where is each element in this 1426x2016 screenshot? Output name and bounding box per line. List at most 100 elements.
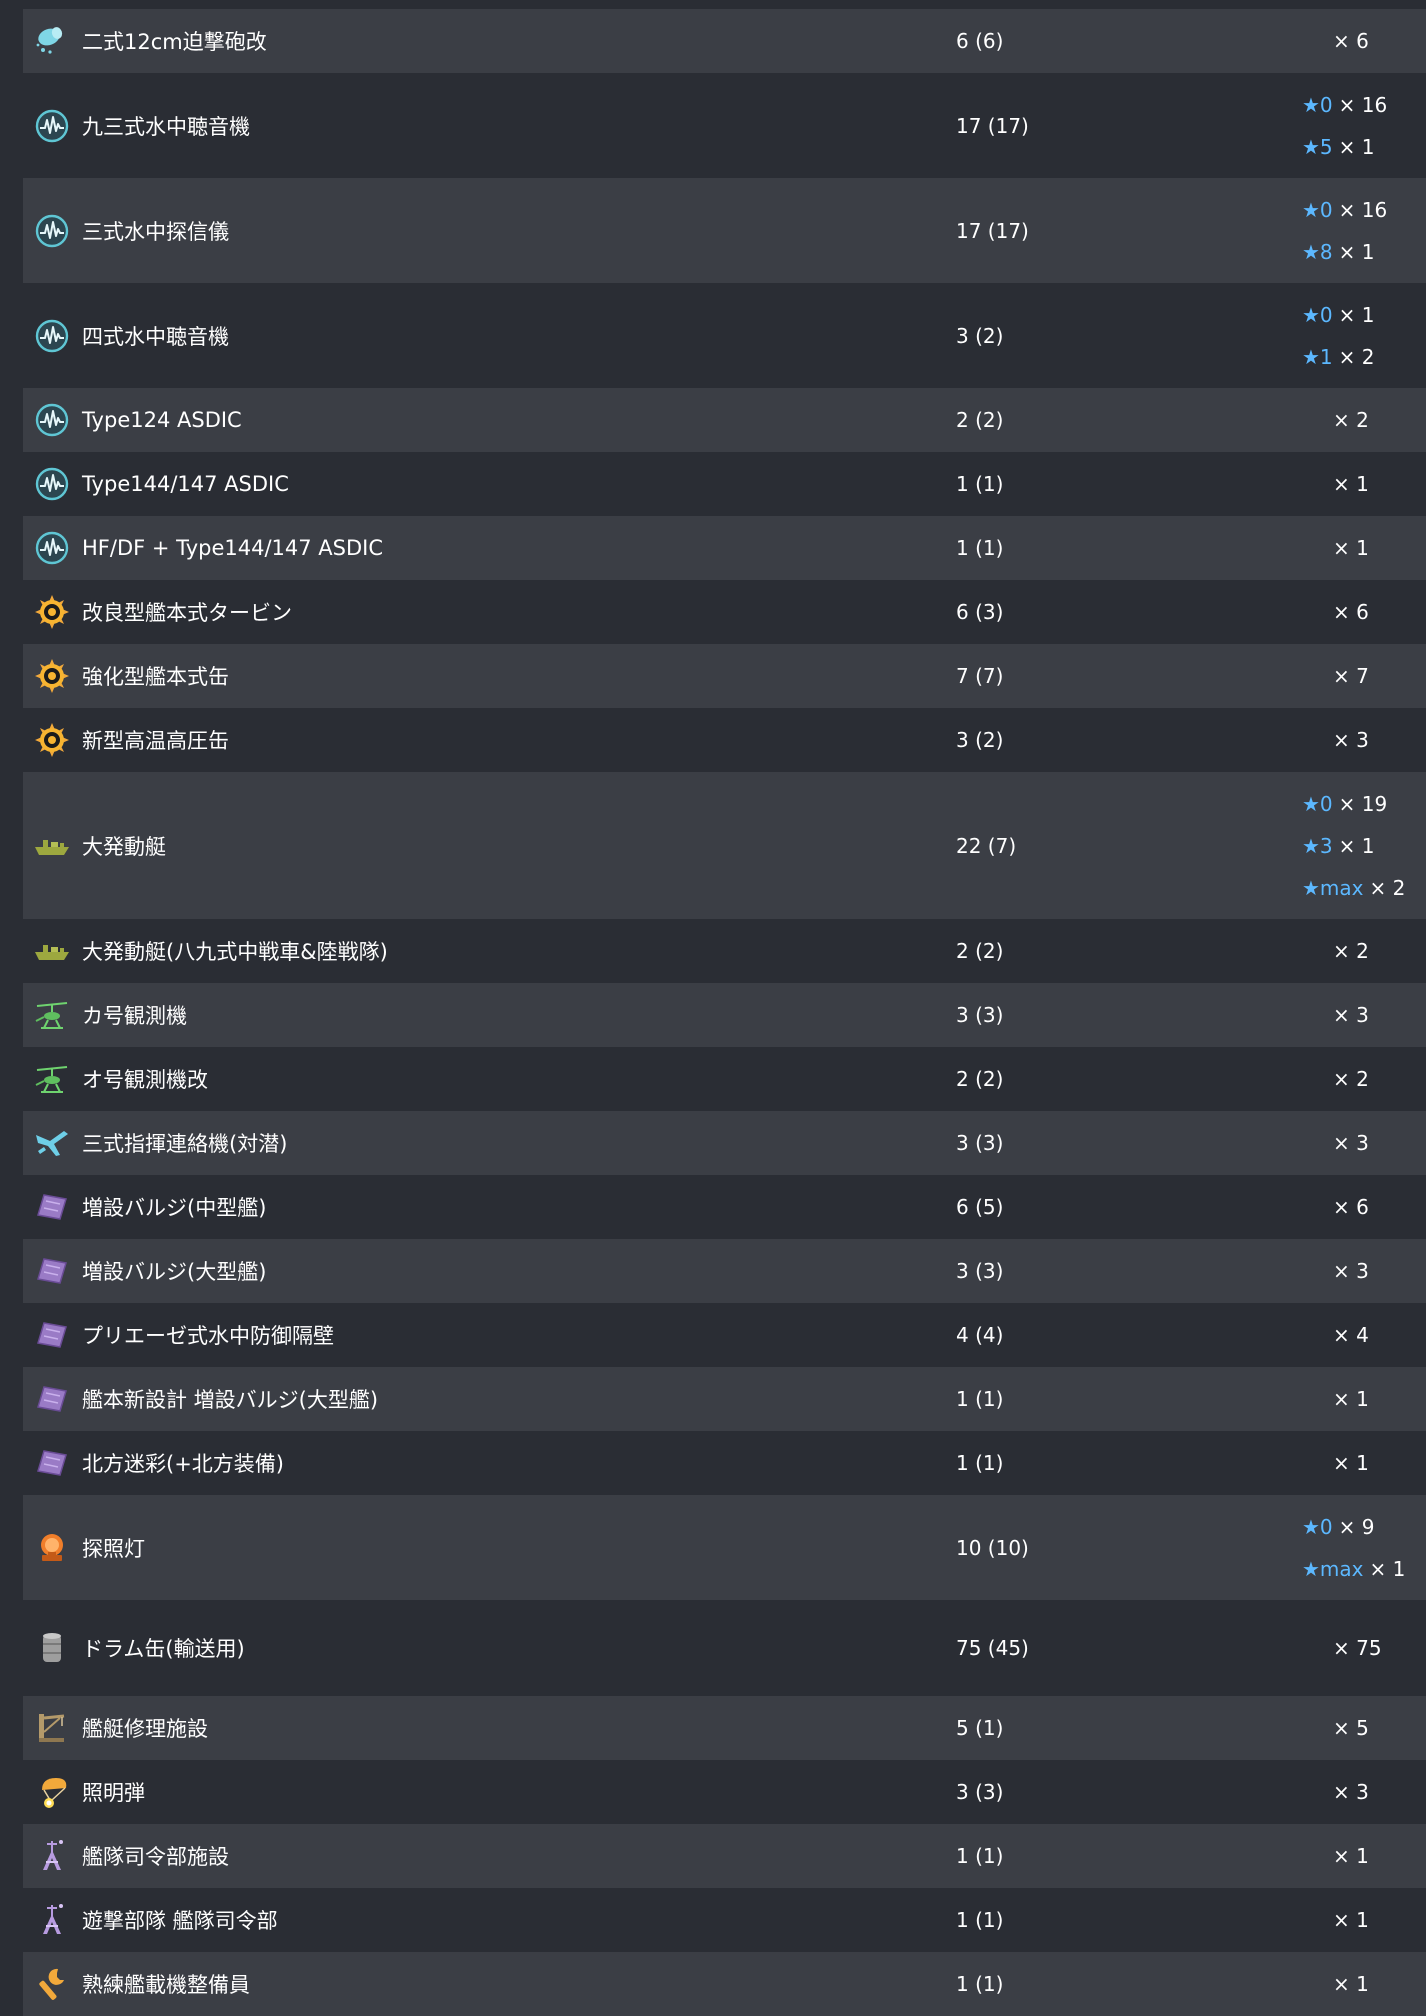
bulge-icon [34,1253,70,1289]
improvement-line: × 6 [1302,591,1369,633]
equipment-name: HF/DF + Type144/147 ASDIC [82,536,384,560]
equipment-name: 熟練艦載機整備員 [82,1973,250,1997]
improvement-line: × 2 [1302,1058,1369,1100]
improvement-breakdown: ★0 × 1 ★1 × 2 [1302,294,1375,378]
improvement-breakdown: × 3 [1302,1771,1369,1813]
improvement-line: × 6 [1302,20,1369,62]
landing-craft-icon [34,933,70,969]
searchlight-icon [34,1530,70,1566]
improvement-line: × 3 [1302,994,1369,1036]
improvement-count: × 3 [1333,1003,1369,1027]
improvement-level: ★0 [1302,197,1333,222]
improvement-line: × 4 [1302,1314,1369,1356]
liaison-plane-icon [34,1125,70,1161]
improvement-line: × 1 [1302,1899,1369,1941]
equipment-name: 三式水中探信儀 [82,219,229,244]
sonar-icon [34,402,70,438]
improvement-line: × 6 [1302,1186,1369,1228]
turbine-icon [34,658,70,694]
improvement-count: × 16 [1338,92,1388,117]
equipment-count: 6 (6) [956,29,1004,53]
table-row: 増設バルジ(中型艦) 6 (5) × 6 [23,1175,1426,1239]
command-facility-icon [34,1838,70,1874]
improvement-line: ★0 × 16 [1302,189,1387,231]
table-row: 改良型艦本式タービン 6 (3) × 6 [23,580,1426,644]
improvement-level: ★1 [1302,344,1333,369]
table-row: カ号観測機 3 (3) × 3 [23,983,1426,1047]
improvement-line: × 1 [1302,527,1369,569]
improvement-breakdown: × 6 [1302,1186,1369,1228]
improvement-count: × 4 [1333,1323,1369,1347]
equipment-count: 1 (1) [956,1451,1004,1475]
turbine-icon [34,722,70,758]
table-row: 三式水中探信儀 17 (17) ★0 × 16 ★8 × 1 [23,178,1426,283]
improvement-breakdown: × 2 [1302,1058,1369,1100]
improvement-line: × 1 [1302,1378,1369,1420]
improvement-breakdown: × 7 [1302,655,1369,697]
improvement-count: × 5 [1333,1716,1369,1740]
table-row: 四式水中聴音機 3 (2) ★0 × 1 ★1 × 2 [23,283,1426,388]
improvement-line: ★0 × 1 [1302,294,1375,336]
table-row: 熟練艦載機整備員 1 (1) × 1 [23,1952,1426,2016]
improvement-count: × 1 [1338,833,1375,858]
equipment-name: 三式指揮連絡機(対潜) [82,1132,288,1156]
improvement-breakdown: × 2 [1302,399,1369,441]
improvement-line: × 3 [1302,719,1369,761]
equipment-count: 17 (17) [956,113,1029,138]
improvement-line: ★0 × 9 [1302,1506,1405,1548]
improvement-level: ★0 [1302,92,1333,117]
improvement-line: ★3 × 1 [1302,825,1405,867]
equipment-name: Type144/147 ASDIC [82,472,289,496]
improvement-count: × 9 [1338,1514,1375,1539]
improvement-line: × 3 [1302,1122,1369,1164]
star-shell-icon [34,1774,70,1810]
improvement-breakdown: × 1 [1302,1835,1369,1877]
improvement-breakdown: × 3 [1302,994,1369,1036]
table-row: 艦艇修理施設 5 (1) × 5 [23,1696,1426,1760]
equipment-name: 大発動艇 [82,834,166,859]
equipment-name: 四式水中聴音機 [82,324,229,349]
improvement-breakdown: × 1 [1302,463,1369,505]
equipment-name: 増設バルジ(大型艦) [82,1260,267,1284]
bulge-icon [34,1189,70,1225]
sonar-icon [34,318,70,354]
table-row: プリエーゼ式水中防御隔壁 4 (4) × 4 [23,1303,1426,1367]
improvement-level: ★8 [1302,239,1333,264]
improvement-count: × 2 [1333,408,1369,432]
equipment-count: 4 (4) [956,1323,1004,1347]
improvement-line: × 1 [1302,463,1369,505]
improvement-breakdown: × 3 [1302,719,1369,761]
table-row: オ号観測機改 2 (2) × 2 [23,1047,1426,1111]
improvement-count: × 1 [1333,1387,1369,1411]
equipment-count: 1 (1) [956,1908,1004,1932]
equipment-name: 照明弾 [82,1781,145,1805]
improvement-line: ★0 × 16 [1302,84,1387,126]
table-row: 新型高温高圧缶 3 (2) × 3 [23,708,1426,772]
equipment-name: 艦艇修理施設 [82,1717,208,1741]
improvement-count: × 1 [1333,472,1369,496]
improvement-line: ★max × 1 [1302,1548,1405,1590]
improvement-line: × 7 [1302,655,1369,697]
equipment-name: 北方迷彩(+北方装備) [82,1452,284,1476]
equipment-count: 1 (1) [956,536,1004,560]
equipment-name: 遊撃部隊 艦隊司令部 [82,1909,278,1933]
equipment-count: 1 (1) [956,1844,1004,1868]
sonar-icon [34,530,70,566]
equipment-name: プリエーゼ式水中防御隔壁 [82,1324,334,1348]
improvement-line: × 1 [1302,1442,1369,1484]
improvement-count: × 1 [1338,134,1375,159]
equipment-name: 強化型艦本式缶 [82,665,229,689]
improvement-line: × 1 [1302,1835,1369,1877]
equipment-count: 3 (3) [956,1003,1004,1027]
repair-facility-icon [34,1710,70,1746]
improvement-count: × 1 [1338,239,1375,264]
improvement-breakdown: × 1 [1302,527,1369,569]
mortar-icon [34,23,70,59]
equipment-count: 6 (5) [956,1195,1004,1219]
sonar-icon [34,213,70,249]
improvement-count: × 3 [1333,728,1369,752]
improvement-count: × 3 [1333,1780,1369,1804]
turbine-icon [34,594,70,630]
table-row: HF/DF + Type144/147 ASDIC 1 (1) × 1 [23,516,1426,580]
sonar-icon [34,466,70,502]
